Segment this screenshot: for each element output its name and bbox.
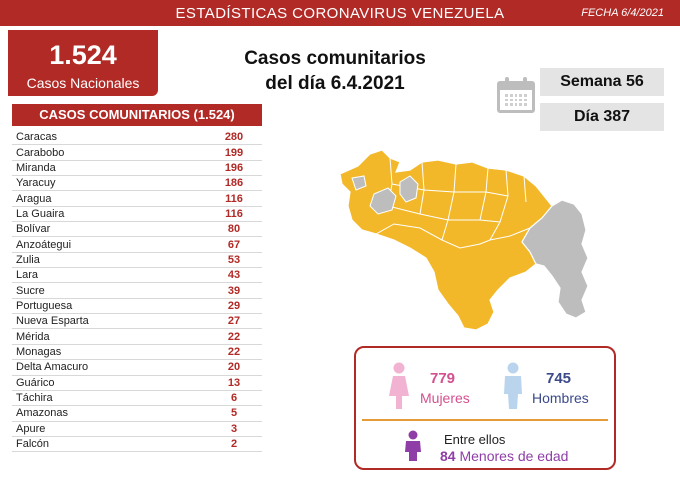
state-cases: 6 [230,392,238,405]
child-icon [405,430,421,461]
table-row: Anzoátegui 67 [12,237,262,253]
table-row: Carabobo 199 [12,145,262,161]
state-name: La Guaira [16,207,65,220]
state-cases: 53 [227,253,241,266]
minors-count: 84 [440,448,456,464]
women-count: 779 [430,370,456,387]
state-cases: 186 [224,177,244,190]
state-cases: 2 [230,438,238,451]
state-cases: 5 [230,407,238,420]
divider [362,419,608,421]
state-name: Miranda [16,161,56,174]
state-name: Delta Amacuro [16,361,89,374]
state-cases: 13 [227,376,241,389]
state-name: Sucre [16,284,45,297]
table-row: Zulia 53 [12,253,262,269]
state-cases: 80 [227,223,241,236]
state-name: Táchira [16,392,53,405]
state-cases: 199 [224,146,244,159]
state-cases: 20 [227,361,241,374]
man-icon [504,362,522,409]
table-row: Apure 3 [12,422,262,437]
minors-label: Menores de edad [459,448,569,464]
state-name: Apure [16,422,46,435]
calendar-icon [497,77,535,113]
headline: Casos comunitarios del día 6.4.2021 [215,46,455,96]
state-cases: 29 [227,299,241,312]
total-cases-value: 1.524 [49,40,117,70]
state-cases: 3 [230,422,238,435]
state-cases: 39 [227,284,241,297]
state-name: Carabobo [16,146,65,159]
venezuela-map [339,149,589,331]
table-row: Bolívar 80 [12,222,262,238]
state-name: Falcón [16,438,50,451]
table-row: Monagas 22 [12,345,262,361]
table-row: Nueva Esparta 27 [12,314,262,330]
table-row: Amazonas 5 [12,406,262,422]
state-name: Portuguesa [16,299,73,312]
state-name: Lara [16,269,39,282]
table-row: Táchira 6 [12,391,262,407]
table-row: Guárico 13 [12,376,262,391]
state-name: Mérida [16,330,50,343]
table-row: Portuguesa 29 [12,299,262,315]
table-row: Aragua 116 [12,191,262,207]
headline-line-1: Casos comunitarios [244,48,426,69]
total-cases-label: Casos Nacionales [26,75,140,91]
table-row: Miranda 196 [12,161,262,177]
table-title: CASOS COMUNITARIOS (1.524) [12,104,262,126]
state-cases: 27 [227,315,241,328]
state-cases: 22 [227,345,241,358]
men-label: Hombres [532,390,589,406]
state-cases: 22 [227,330,241,343]
state-name: Monagas [16,345,62,358]
table-row: La Guaira 116 [12,207,262,223]
total-cases-box: 1.524 Casos Nacionales [8,30,158,96]
table-row: Lara 43 [12,268,262,284]
table-row: Caracas 280 [12,130,262,146]
day-badge: Día 387 [540,103,664,131]
table-row: Falcón 2 [12,437,262,453]
state-cases: 67 [227,238,241,251]
women-label: Mujeres [420,390,470,406]
table-row: Delta Amacuro 20 [12,360,262,376]
state-cases: 43 [227,269,241,282]
state-name: Amazonas [16,407,68,420]
state-name: Yaracuy [16,177,56,190]
men-count: 745 [546,370,572,387]
headline-line-2: del día 6.4.2021 [265,73,405,94]
header-bar: ESTADÍSTICAS CORONAVIRUS VENEZUELA FECHA… [0,0,680,26]
state-name: Anzoátegui [16,238,72,251]
state-name: Guárico [16,376,55,389]
woman-icon [389,362,409,409]
state-name: Bolívar [16,223,51,236]
minors-intro: Entre ellos [444,432,506,447]
state-cases: 280 [224,131,244,144]
state-cases: 116 [225,207,243,220]
state-name: Zulia [16,253,40,266]
state-name: Caracas [16,131,57,144]
state-cases: 116 [225,192,243,205]
table-row: Sucre 39 [12,283,262,299]
cases-table: Caracas 280 Carabobo 199 Miranda 196 Yaracuy 18… [12,130,262,453]
state-name: Aragua [16,192,52,205]
table-row: Yaracuy 186 [12,176,262,192]
demographics-box: 779 Mujeres 745 Hombres Entre ellos 84 M… [354,346,616,470]
week-badge: Semana 56 [540,68,664,96]
state-cases: 196 [224,161,244,174]
state-name: Nueva Esparta [16,315,89,328]
minors-line: 84 Menores de edad [440,448,568,464]
header-date: FECHA 6/4/2021 [581,7,664,19]
table-row: Mérida 22 [12,329,262,345]
header-title: ESTADÍSTICAS CORONAVIRUS VENEZUELA [175,5,505,22]
